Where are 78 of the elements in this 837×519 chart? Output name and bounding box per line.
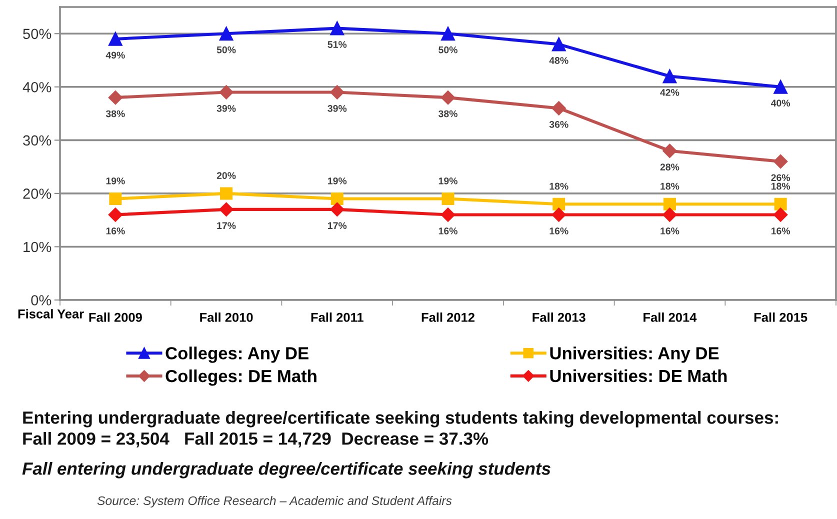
legend-label: Colleges: DE Math bbox=[166, 369, 316, 386]
data-label: 18% bbox=[660, 182, 680, 190]
data-label: 16% bbox=[438, 228, 458, 234]
point bbox=[440, 208, 456, 222]
data-label: 18% bbox=[550, 182, 568, 190]
point bbox=[552, 208, 566, 222]
data-label: 26% bbox=[771, 174, 790, 182]
source-note: Source: System Office Research – Academic and Student Affairs bbox=[97, 496, 452, 508]
point bbox=[663, 198, 676, 210]
data-label: 48% bbox=[549, 57, 568, 64]
point bbox=[109, 192, 122, 206]
data-label: 16% bbox=[660, 228, 680, 234]
x-tick-label: Fall 2013 bbox=[532, 312, 586, 322]
data-label: 36% bbox=[549, 120, 568, 128]
point bbox=[220, 187, 233, 200]
point bbox=[552, 101, 566, 116]
data-label: 19% bbox=[438, 177, 458, 184]
point bbox=[552, 198, 566, 210]
x-tick-label: Fall 2009 bbox=[89, 312, 142, 322]
x-tick-label: Fall 2014 bbox=[644, 312, 697, 322]
x-axis-title: Fiscal Year bbox=[18, 309, 84, 318]
x-tick-label: Fall 2012 bbox=[422, 312, 474, 322]
data-label: 51% bbox=[328, 41, 347, 48]
data-label: 28% bbox=[660, 164, 680, 170]
data-label: 50% bbox=[438, 46, 458, 54]
data-label: 19% bbox=[328, 177, 347, 184]
data-label: 20% bbox=[216, 172, 236, 180]
point bbox=[108, 90, 123, 105]
y-tick-label: 0% bbox=[31, 295, 52, 306]
data-label: 17% bbox=[217, 222, 236, 230]
point bbox=[774, 80, 788, 94]
data-label: 18% bbox=[771, 182, 790, 190]
point bbox=[773, 208, 788, 222]
legend-label: Universities: DE Math bbox=[550, 369, 727, 382]
x-tick-label: Fall 2011 bbox=[311, 312, 364, 322]
point bbox=[662, 208, 677, 222]
data-label: 39% bbox=[328, 104, 347, 112]
point bbox=[774, 198, 787, 210]
data-label: 39% bbox=[216, 104, 236, 112]
point bbox=[219, 202, 234, 217]
x-tick-label: Fall 2010 bbox=[200, 312, 253, 322]
y-tick-label: 30% bbox=[23, 135, 52, 146]
point bbox=[442, 192, 454, 206]
data-label: 42% bbox=[660, 89, 680, 96]
y-tick-label: 50% bbox=[23, 28, 52, 40]
point bbox=[330, 21, 344, 36]
data-label: 16% bbox=[771, 228, 790, 234]
point bbox=[219, 85, 234, 100]
y-tick-label: 40% bbox=[22, 82, 52, 92]
text: Entering undergraduate degree/certificate seeking students taking developmental courses: bbox=[23, 411, 778, 428]
x-tick-label: Fall 2015 bbox=[754, 312, 808, 322]
point bbox=[108, 32, 122, 46]
data-label: 50% bbox=[216, 46, 236, 54]
point bbox=[552, 37, 566, 52]
data-label: 49% bbox=[106, 52, 125, 59]
point bbox=[330, 202, 344, 217]
point bbox=[330, 192, 344, 206]
data-label: 19% bbox=[106, 177, 125, 184]
text: Fall 2009 = 23,504 Fall 2015 = 14,729 Decrease = 37.3% bbox=[23, 432, 488, 448]
legend-label: Colleges: Any DE bbox=[166, 346, 308, 363]
point bbox=[662, 69, 677, 84]
point bbox=[219, 26, 234, 41]
point bbox=[662, 144, 677, 158]
y-tick-label: 20% bbox=[23, 188, 52, 199]
point bbox=[108, 208, 123, 222]
data-label: 38% bbox=[106, 110, 125, 118]
data-label: 38% bbox=[438, 110, 458, 118]
data-label: 40% bbox=[770, 100, 790, 107]
text: Fall entering undergraduate degree/certificate seeking students bbox=[22, 462, 550, 478]
y-tick-label: 10% bbox=[24, 242, 52, 252]
point bbox=[440, 90, 456, 105]
point bbox=[441, 26, 455, 41]
data-label: 17% bbox=[328, 222, 347, 230]
legend-label: Universities: Any DE bbox=[550, 346, 719, 363]
data-label: 16% bbox=[106, 228, 125, 234]
point bbox=[330, 85, 344, 100]
point bbox=[773, 154, 788, 169]
data-label: 16% bbox=[550, 228, 568, 234]
